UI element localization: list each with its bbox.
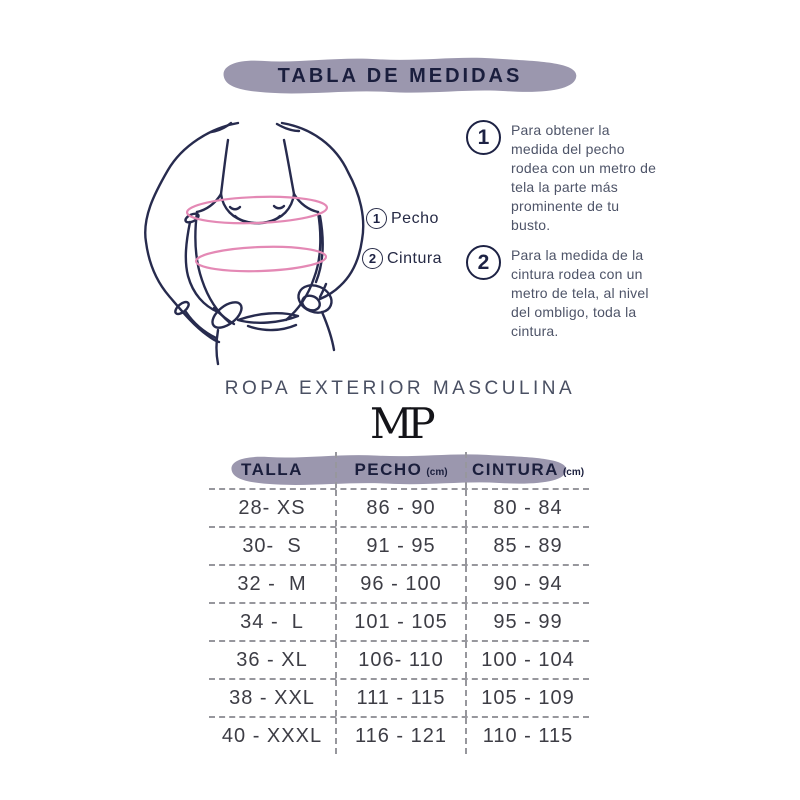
table-header-blob <box>231 454 567 485</box>
cell-talla: 34 - L <box>240 610 304 633</box>
step-2-text: Para la medida de la cintura rodea con u… <box>511 247 649 339</box>
measuring-tape-lines <box>185 195 329 273</box>
cell-cintura: 90 - 94 <box>465 566 589 602</box>
column-header-talla-label: TALLA <box>241 460 303 479</box>
chest-label-number: 1 <box>366 208 387 229</box>
cell-cintura: 110 - 115 <box>465 718 589 754</box>
table-row: 38 - XXL 111 - 115 105 - 109 <box>209 678 589 716</box>
waist-label-text: Cintura <box>387 249 443 267</box>
step-2-number-badge: 2 <box>466 245 501 280</box>
table-row: 34 - L 101 - 105 95 - 99 <box>209 602 589 640</box>
cell-talla: 32 - M <box>237 572 307 595</box>
column-header-cintura-label: CINTURA <box>471 460 559 479</box>
cell-pecho: 111 - 115 <box>335 680 465 716</box>
column-header-cintura: CINTURA (cm) <box>465 452 589 488</box>
instruction-step-2: 2 Para la medida de la cintura rodea con… <box>466 245 658 341</box>
cell-pecho: 116 - 121 <box>335 718 465 754</box>
waist-label-number: 2 <box>362 248 383 269</box>
cell-talla: 30- S <box>242 534 302 557</box>
column-header-pecho-unit: (cm) <box>426 467 448 478</box>
size-table: TALLA PECHO (cm) CINTURA (cm) 28- XS 86 … <box>209 452 589 754</box>
instructions: 1 Para obtener la medida del pecho rodea… <box>466 120 658 341</box>
cell-cintura: 85 - 89 <box>465 528 589 564</box>
cell-pecho: 106- 110 <box>335 642 465 678</box>
chest-tape-line <box>185 195 329 225</box>
cell-pecho: 86 - 90 <box>335 490 465 526</box>
cell-cintura: 80 - 84 <box>465 490 589 526</box>
cell-cintura: 100 - 104 <box>465 642 589 678</box>
step-1-text: Para obtener la medida del pecho rodea c… <box>511 122 657 233</box>
cell-pecho: 96 - 100 <box>335 566 465 602</box>
table-row: 28- XS 86 - 90 80 - 84 <box>209 488 589 526</box>
table-header-row: TALLA PECHO (cm) CINTURA (cm) <box>209 452 589 488</box>
cell-talla: 28- XS <box>238 496 306 519</box>
column-header-pecho-label: PECHO <box>354 460 423 479</box>
torso-lines <box>144 121 365 366</box>
waist-measure-label: 2 Cintura <box>362 248 442 269</box>
title-banner: TABLA DE MEDIDAS <box>202 55 598 97</box>
step-1-number-badge: 1 <box>466 120 501 155</box>
cell-cintura: 95 - 99 <box>465 604 589 640</box>
waist-tape-line <box>194 245 328 273</box>
table-row: 30- S 91 - 95 85 - 89 <box>209 526 589 564</box>
table-row: 36 - XL 106- 110 100 - 104 <box>209 640 589 678</box>
table-row: 40 - XXXL 116 - 121 110 - 115 <box>209 716 589 754</box>
cell-talla: 40 - XXXL <box>221 724 323 747</box>
cell-cintura: 105 - 109 <box>465 680 589 716</box>
chest-measure-label: 1 Pecho <box>366 208 439 229</box>
column-header-cintura-unit: (cm) <box>562 467 585 478</box>
page-title: TABLA DE MEDIDAS <box>277 65 523 87</box>
cell-pecho: 91 - 95 <box>335 528 465 564</box>
brand-logo: MP <box>369 399 436 448</box>
cell-pecho: 101 - 105 <box>335 604 465 640</box>
instruction-step-1: 1 Para obtener la medida del pecho rodea… <box>466 120 658 235</box>
title-banner-blob <box>223 57 577 94</box>
chest-label-text: Pecho <box>391 209 439 227</box>
table-row: 32 - M 96 - 100 90 - 94 <box>209 564 589 602</box>
torso-illustration <box>144 121 365 366</box>
cell-talla: 36 - XL <box>236 648 308 671</box>
section-title: ROPA EXTERIOR MASCULINA <box>224 378 576 399</box>
column-header-pecho: PECHO (cm) <box>335 452 465 488</box>
cell-talla: 38 - XXL <box>229 686 315 709</box>
column-header-talla: TALLA <box>209 452 335 488</box>
